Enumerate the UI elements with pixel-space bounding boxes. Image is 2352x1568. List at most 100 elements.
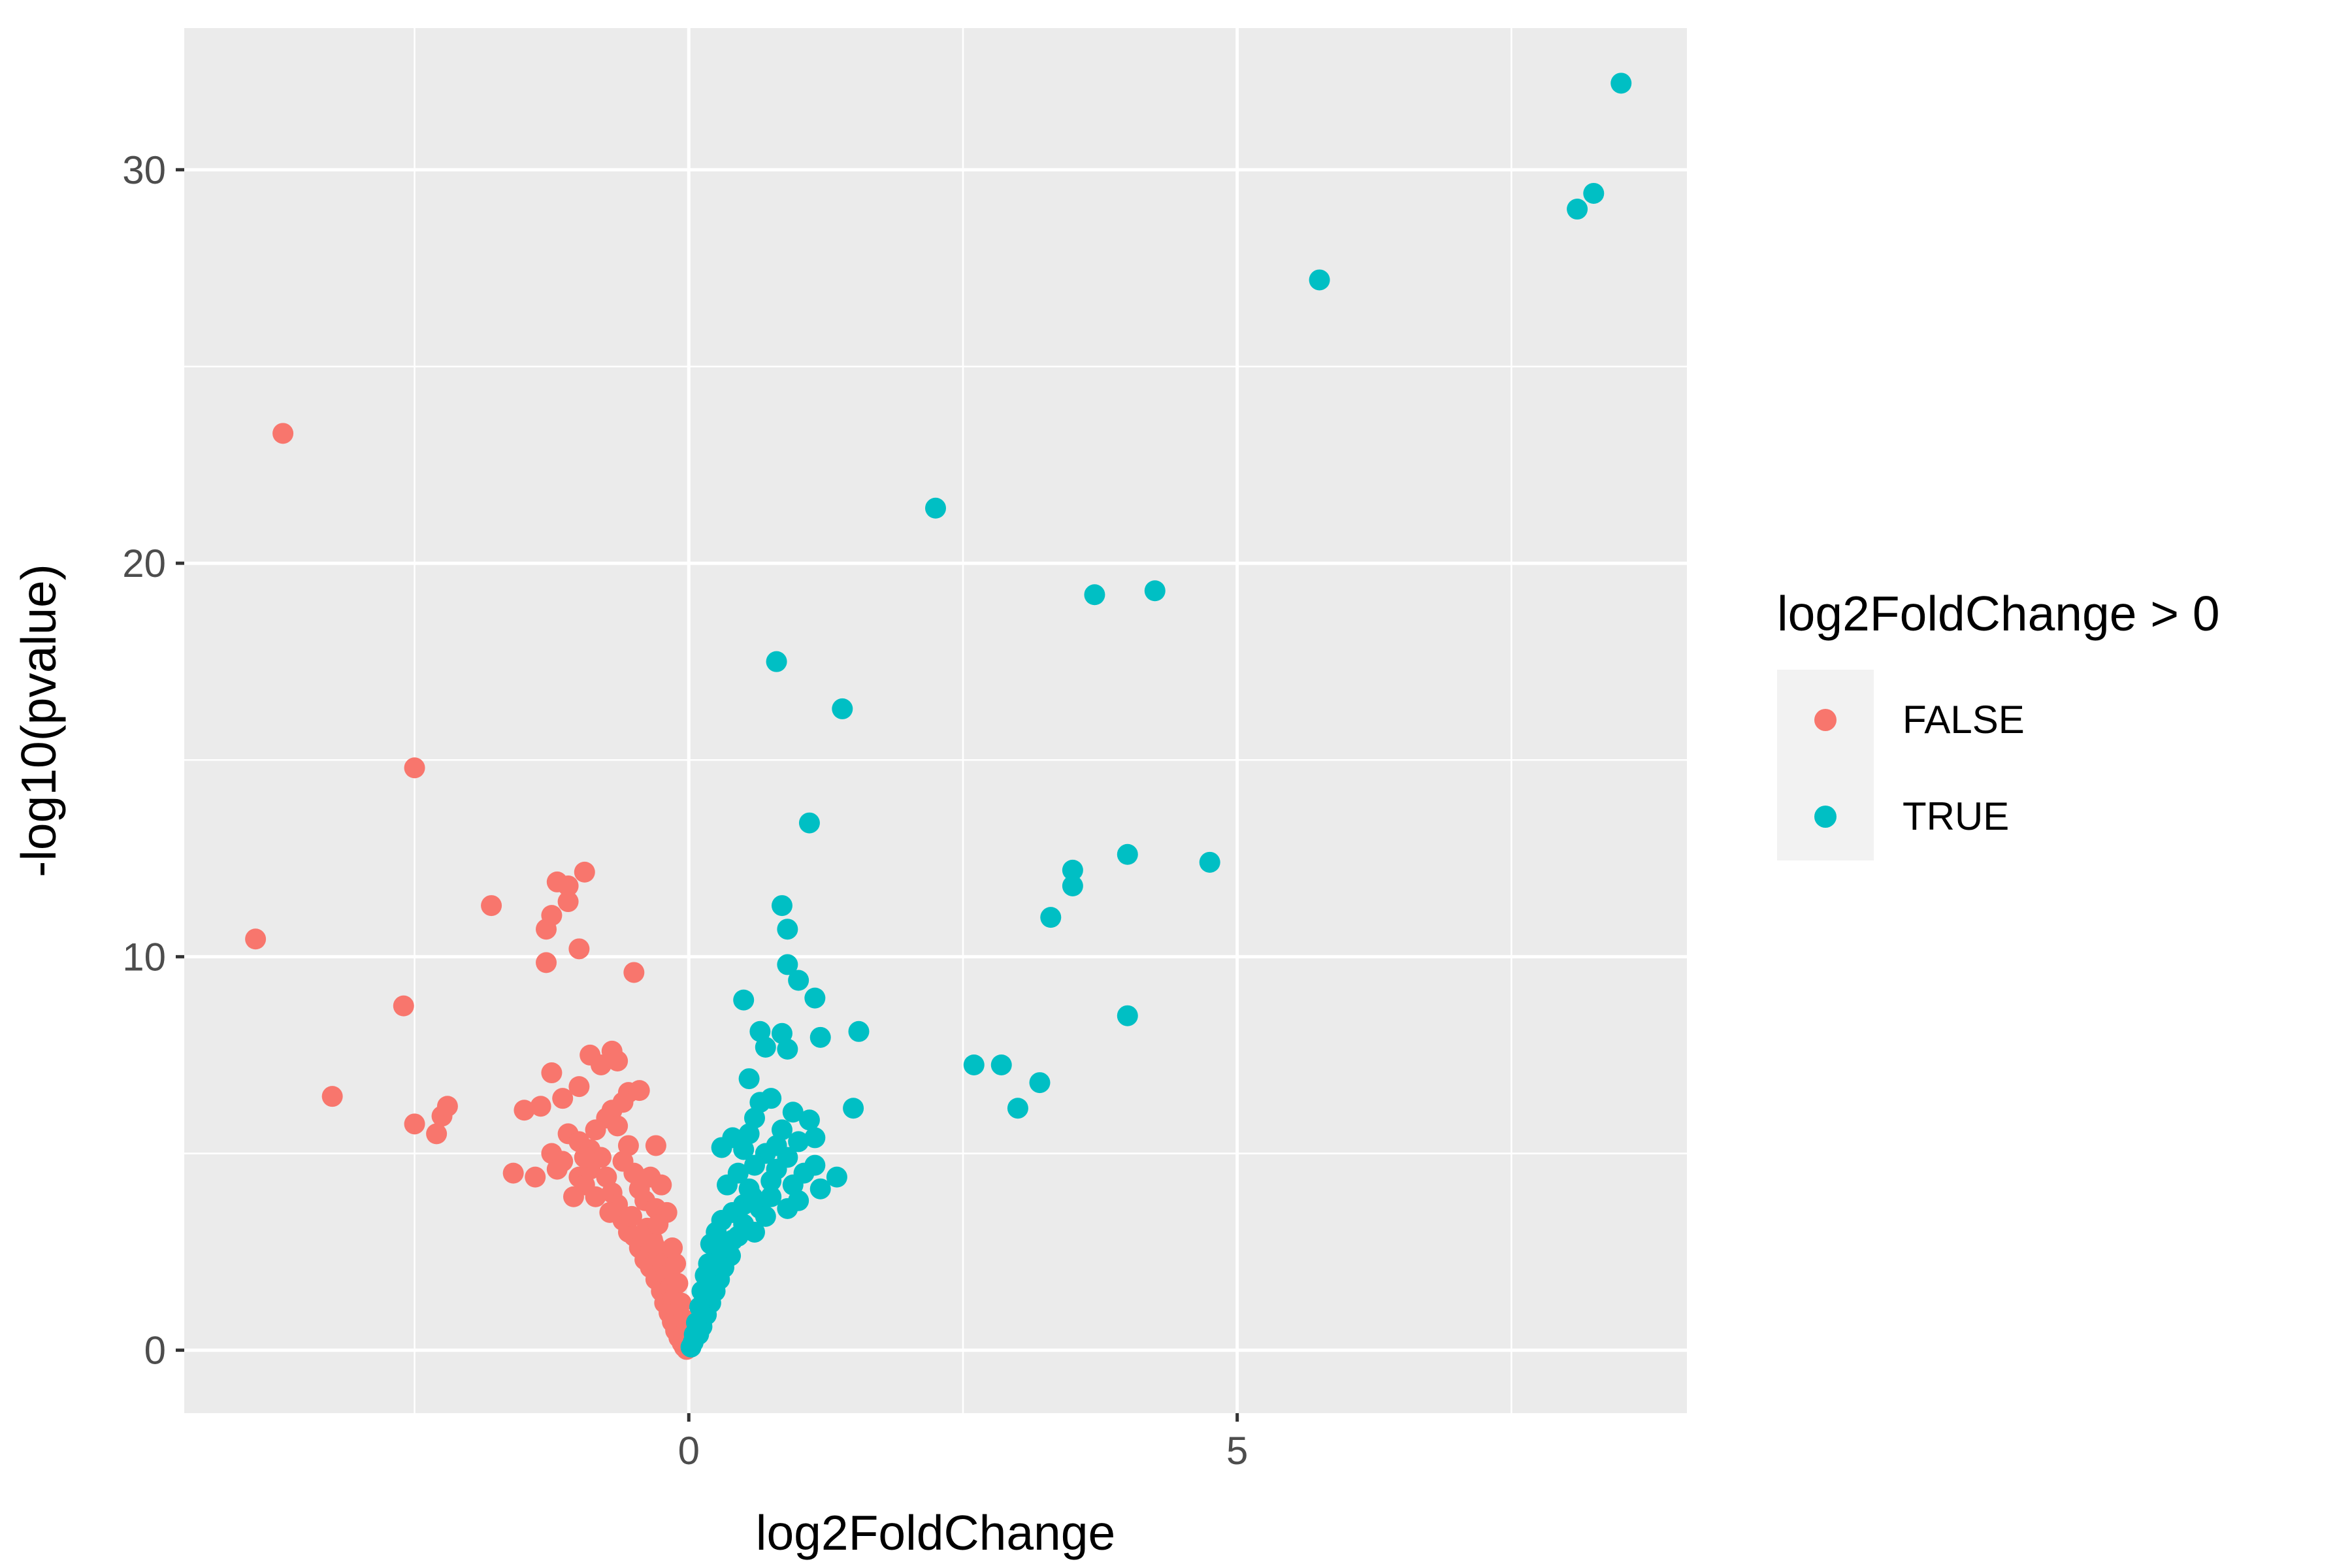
y-tick-label: 20 xyxy=(122,542,166,585)
y-tick-label: 10 xyxy=(122,935,166,979)
point-false xyxy=(623,962,645,983)
point-true xyxy=(793,1162,815,1184)
point-true xyxy=(743,1221,765,1243)
legend-title: log2FoldChange > 0 xyxy=(1777,586,2220,641)
point-true xyxy=(771,895,792,917)
major-gridlines xyxy=(184,28,1687,1413)
point-false xyxy=(643,1233,664,1255)
point-true xyxy=(1117,1005,1138,1026)
point-true xyxy=(1062,875,1083,896)
point-false xyxy=(596,1166,617,1188)
point-false xyxy=(404,1113,425,1135)
point-false xyxy=(621,1205,642,1227)
point-false xyxy=(607,1115,629,1137)
point-true xyxy=(683,1324,705,1345)
point-false xyxy=(574,861,595,883)
point-true xyxy=(804,987,826,1009)
point-false xyxy=(404,757,425,779)
legend-label-false: FALSE xyxy=(1903,698,2025,742)
y-tick-label: 0 xyxy=(144,1329,166,1373)
point-true xyxy=(777,954,798,975)
point-true xyxy=(1610,73,1632,94)
point-false xyxy=(557,875,579,896)
point-false xyxy=(670,1292,692,1314)
x-tick-label: 0 xyxy=(678,1429,700,1473)
y-tick-label: 30 xyxy=(122,148,166,192)
legend-key-true xyxy=(1814,806,1837,828)
point-true xyxy=(809,1178,831,1200)
point-false xyxy=(502,1162,524,1184)
x-tick-label: 5 xyxy=(1226,1429,1248,1473)
point-false xyxy=(557,891,579,913)
point-false xyxy=(647,1213,669,1235)
point-true xyxy=(771,1119,792,1141)
point-true xyxy=(749,1021,771,1042)
point-true xyxy=(1144,580,1166,602)
point-true xyxy=(804,1127,826,1149)
point-false xyxy=(607,1050,629,1071)
point-true xyxy=(733,989,755,1011)
point-true xyxy=(1567,199,1588,220)
plot-panel xyxy=(184,28,1687,1413)
data-points xyxy=(245,73,1632,1360)
point-true xyxy=(826,1166,847,1188)
legend-key-false xyxy=(1814,709,1837,731)
point-true xyxy=(848,1021,870,1042)
y-axis-ticks: 0 10 20 30 xyxy=(122,148,184,1373)
point-true xyxy=(1007,1098,1028,1119)
point-true xyxy=(925,497,946,519)
point-true xyxy=(722,1230,743,1250)
legend-label-true: TRUE xyxy=(1903,794,2009,838)
point-true xyxy=(738,1123,760,1145)
point-true xyxy=(694,1265,716,1286)
point-true xyxy=(1062,859,1083,881)
point-false xyxy=(599,1201,621,1223)
point-true xyxy=(742,1186,763,1207)
point-true xyxy=(691,1281,713,1302)
point-true xyxy=(809,1026,831,1048)
point-true xyxy=(771,1022,792,1044)
point-true xyxy=(1029,1072,1051,1094)
point-false xyxy=(245,928,267,950)
point-true xyxy=(760,1170,782,1192)
point-true xyxy=(743,1107,765,1129)
point-true xyxy=(843,1098,864,1119)
point-true xyxy=(700,1233,721,1255)
point-true xyxy=(689,1296,711,1318)
point-false xyxy=(536,952,557,973)
point-true xyxy=(717,1174,738,1196)
point-true xyxy=(1309,269,1330,291)
legend-key-background xyxy=(1777,670,1874,860)
point-false xyxy=(552,1088,574,1109)
point-true xyxy=(1583,182,1605,204)
point-false xyxy=(481,895,502,917)
x-axis-title: log2FoldChange xyxy=(756,1505,1115,1560)
point-false xyxy=(514,1100,535,1121)
point-false xyxy=(563,1186,584,1207)
point-true xyxy=(777,1038,798,1060)
point-false xyxy=(552,1151,574,1172)
point-true xyxy=(782,1102,804,1123)
legend: log2FoldChange > 0 FALSE TRUE xyxy=(1777,586,2220,860)
point-false xyxy=(568,1076,590,1098)
point-true xyxy=(990,1054,1012,1075)
point-true xyxy=(1199,851,1220,873)
point-true xyxy=(788,970,809,991)
point-false xyxy=(393,995,414,1017)
point-true xyxy=(738,1068,760,1090)
point-true xyxy=(777,1198,798,1219)
point-true xyxy=(733,1139,755,1160)
point-true xyxy=(755,1036,776,1058)
point-false xyxy=(667,1273,689,1294)
point-false xyxy=(568,938,590,960)
point-false xyxy=(629,1080,650,1102)
point-true xyxy=(766,651,787,672)
point-true xyxy=(832,698,853,719)
point-true xyxy=(963,1054,985,1075)
point-true xyxy=(798,812,820,834)
point-false xyxy=(321,1086,343,1107)
point-true xyxy=(711,1137,732,1158)
point-true xyxy=(777,919,798,940)
